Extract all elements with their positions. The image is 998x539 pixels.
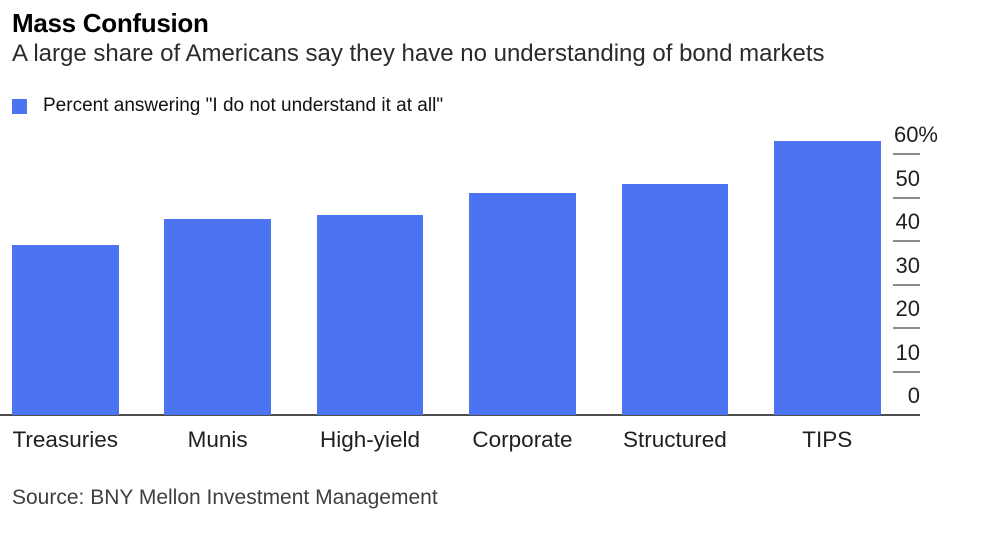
y-tick-label: 60% (893, 122, 938, 147)
y-tick-label: 30 (895, 252, 920, 278)
legend: Percent answering "I do not understand i… (12, 95, 443, 117)
legend-label: Percent answering "I do not understand i… (43, 95, 444, 116)
y-tick-mark (893, 196, 920, 199)
source-note: Source: BNY Mellon Investment Management (12, 486, 438, 509)
y-tick-label: 40 (895, 209, 920, 234)
x-label-tips: TIPS (802, 427, 853, 452)
y-tick-mark (893, 240, 920, 242)
y-tick-label: 50 (895, 165, 920, 191)
bar-treasuries (12, 245, 119, 415)
x-label-munis: Munis (187, 427, 248, 452)
y-tick-label: 0 (907, 383, 920, 408)
y-tick-mark (893, 153, 920, 155)
bar-structured (621, 184, 729, 415)
x-label-corporate: Corporate (472, 427, 573, 452)
x-label-treasuries: Treasuries (12, 427, 118, 452)
bar-tips (774, 140, 881, 415)
y-tick-mark (893, 327, 920, 329)
y-tick-mark (893, 370, 920, 373)
chart-title: Mass Confusion (12, 8, 209, 38)
y-tick-label: 10 (895, 339, 920, 365)
y-tick-mark (893, 283, 920, 286)
legend-swatch-icon (12, 98, 27, 114)
y-tick-label: 20 (895, 296, 920, 321)
x-label-high-yield: High-yield (320, 427, 421, 452)
bar-munis (164, 219, 271, 415)
chart-subtitle: A large share of Americans say they have… (12, 40, 825, 67)
x-axis-line (0, 414, 920, 416)
x-label-structured: Structured (622, 427, 727, 452)
bar-corporate (469, 193, 576, 415)
bar-high-yield (316, 214, 424, 415)
